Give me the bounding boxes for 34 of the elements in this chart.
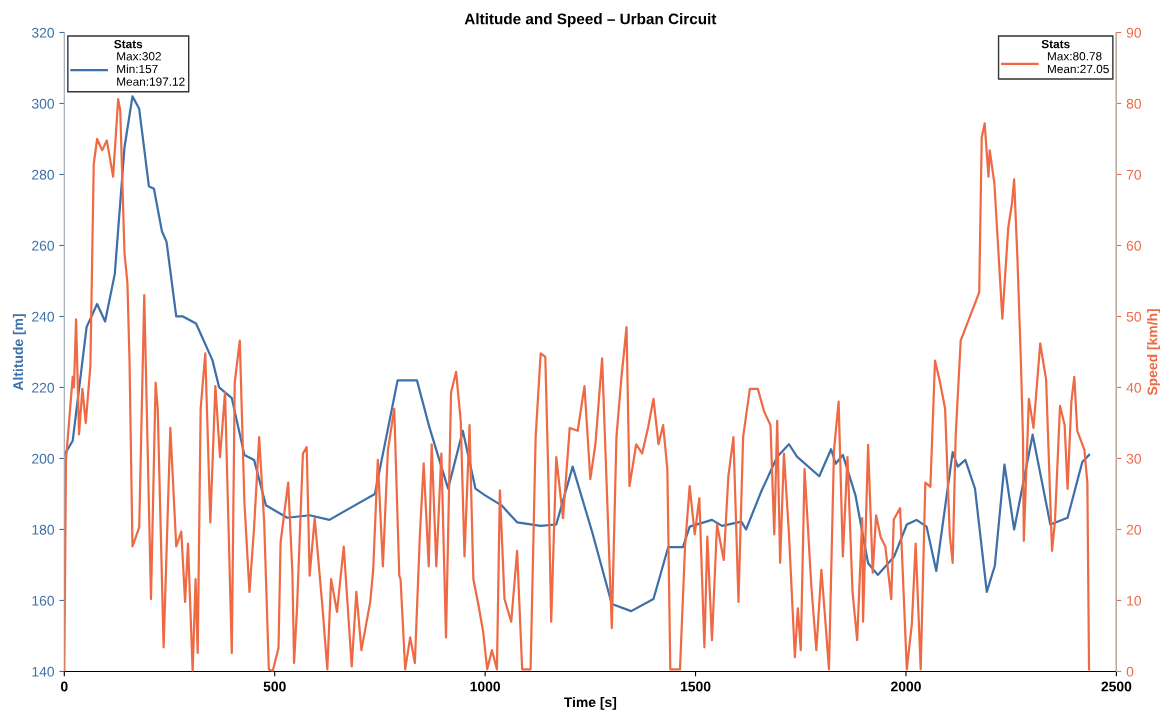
legend-label: Max:80.78 Mean:27.05 [1047, 52, 1109, 74]
chart-title: Altitude and Speed – Urban Circuit [464, 13, 717, 28]
y-tick-label: 300 [31, 98, 55, 109]
y-tick-label: 200 [32, 453, 55, 464]
legend-label: Max:302 Min:157 Mean:197.12 [117, 52, 185, 86]
y2-tick-label: 40 [1126, 382, 1142, 393]
y2-tick-label: 80 [1126, 98, 1142, 109]
y2-tick-label: 60 [1126, 240, 1142, 251]
y2-tick-label: 0 [1126, 666, 1134, 677]
legend-title: Stats [114, 39, 143, 49]
y-tick-label: 160 [32, 595, 55, 606]
y-tick-label: 140 [32, 666, 55, 677]
x-tick-label: 2000 [891, 681, 921, 692]
x-tick-label: 0 [60, 681, 68, 692]
y-tick-label: 260 [32, 240, 55, 251]
x-tick-label: 1000 [470, 681, 501, 692]
x-tick-label: 1500 [680, 681, 711, 692]
x-tick-label: 500 [263, 681, 286, 692]
text: Stats [1041, 39, 1070, 49]
y2-tick-label: 20 [1126, 524, 1142, 535]
x-axis-title: Time [s] [564, 696, 617, 710]
y2-tick-label: 30 [1126, 453, 1142, 464]
y2-tick-label: 10 [1127, 595, 1142, 606]
y-tick-label: 240 [32, 311, 55, 322]
x-tick-label: 2500 [1101, 681, 1132, 692]
y-tick-label: 320 [31, 27, 55, 38]
y2-tick-label: 50 [1126, 311, 1142, 322]
y-tick-label: 180 [32, 524, 55, 535]
y2-axis-title: Speed [km/h] [1147, 309, 1161, 396]
y-tick-label: 280 [32, 169, 55, 180]
y2-tick-label: 70 [1126, 169, 1142, 180]
y-axis-title: Altitude [m] [12, 314, 26, 391]
y-tick-label: 220 [32, 382, 55, 393]
y2-tick-label: 90 [1126, 27, 1142, 38]
